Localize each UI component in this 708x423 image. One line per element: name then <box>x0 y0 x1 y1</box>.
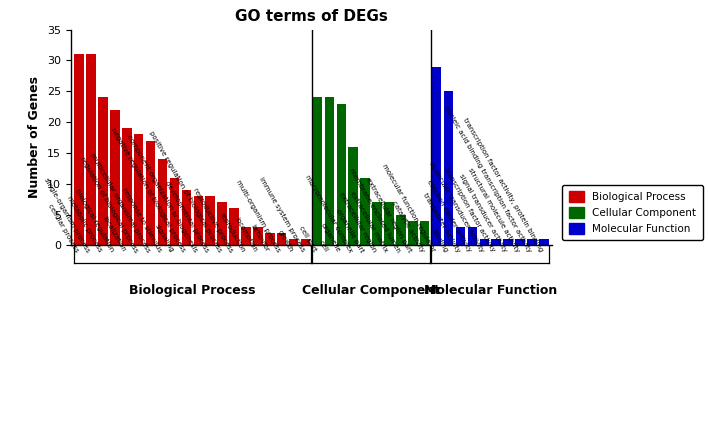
Bar <box>217 202 227 245</box>
Bar <box>229 209 239 245</box>
Bar <box>336 104 346 245</box>
Bar <box>122 128 132 245</box>
Bar <box>432 66 441 245</box>
Bar <box>301 239 310 245</box>
Bar <box>515 239 525 245</box>
Bar <box>491 239 501 245</box>
Bar <box>182 190 191 245</box>
Bar <box>289 239 298 245</box>
Bar <box>241 227 251 245</box>
Bar <box>86 54 96 245</box>
Text: Cellular Component: Cellular Component <box>302 284 440 297</box>
Text: Molecular Function: Molecular Function <box>423 284 557 297</box>
Bar <box>110 110 120 245</box>
Bar <box>348 147 358 245</box>
Title: GO terms of DEGs: GO terms of DEGs <box>235 9 388 24</box>
Bar <box>170 178 179 245</box>
Bar <box>193 196 203 245</box>
Bar <box>360 178 370 245</box>
Bar <box>372 202 382 245</box>
Bar <box>467 227 477 245</box>
Bar <box>527 239 537 245</box>
Y-axis label: Number of Genes: Number of Genes <box>28 77 41 198</box>
Bar <box>98 97 108 245</box>
Bar <box>158 159 167 245</box>
Bar <box>74 54 84 245</box>
Bar <box>408 221 418 245</box>
Bar <box>265 233 275 245</box>
Bar <box>456 227 465 245</box>
Bar <box>277 233 287 245</box>
Bar <box>420 221 430 245</box>
Bar <box>384 202 394 245</box>
Legend: Biological Process, Cellular Component, Molecular Function: Biological Process, Cellular Component, … <box>562 185 703 240</box>
Bar <box>444 91 453 245</box>
Bar <box>253 227 263 245</box>
Bar <box>479 239 489 245</box>
Bar <box>539 239 549 245</box>
Bar <box>503 239 513 245</box>
Bar <box>146 140 156 245</box>
Text: Biological Process: Biological Process <box>129 284 256 297</box>
Bar <box>325 97 334 245</box>
Bar <box>205 196 215 245</box>
Bar <box>313 97 322 245</box>
Bar <box>396 214 406 245</box>
Bar <box>134 135 144 245</box>
